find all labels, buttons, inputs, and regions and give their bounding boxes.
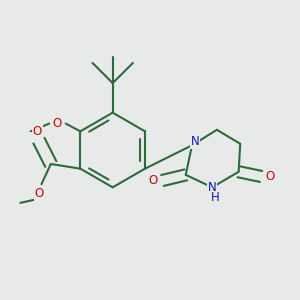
Text: O: O [52, 117, 62, 130]
Text: H: H [211, 191, 220, 204]
Text: N: N [208, 181, 217, 194]
Text: O: O [34, 187, 43, 200]
Text: O: O [33, 125, 42, 138]
Text: O: O [266, 170, 275, 183]
Text: N: N [191, 135, 200, 148]
Text: O: O [148, 174, 158, 187]
